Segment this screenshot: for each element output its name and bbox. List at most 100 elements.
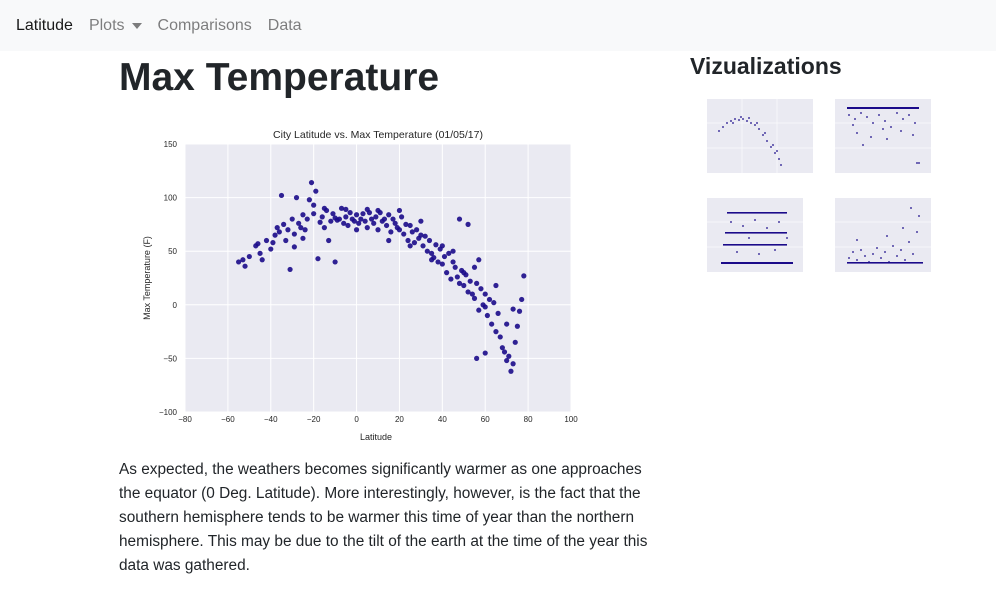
data-point [246, 253, 252, 260]
data-point [403, 221, 409, 227]
data-point [383, 222, 390, 229]
data-point [465, 221, 471, 227]
data-point [448, 276, 454, 282]
data-point [454, 274, 460, 280]
data-point [285, 227, 291, 233]
data-point [469, 291, 475, 297]
data-point [426, 237, 433, 244]
x-tick-label: −80 [178, 415, 192, 424]
data-point [467, 278, 473, 284]
description-paragraph: As expected, the weathers becomes signif… [119, 461, 648, 574]
data-point [484, 312, 490, 319]
x-tick-label: 100 [564, 415, 578, 424]
data-point [461, 282, 467, 289]
data-point [521, 273, 527, 279]
data-point [446, 250, 452, 256]
data-point [287, 266, 293, 273]
data-point [474, 355, 480, 361]
y-tick-label: 150 [164, 140, 178, 149]
data-point [332, 215, 338, 221]
data-point [255, 241, 261, 247]
data-point [439, 261, 445, 267]
data-point [390, 216, 396, 222]
data-point [433, 242, 439, 248]
data-point [493, 282, 499, 289]
data-point [328, 218, 334, 224]
thumbnail-humidity[interactable] [827, 93, 947, 185]
data-point [495, 310, 501, 316]
y-tick-label: 0 [173, 301, 178, 310]
data-point [257, 250, 263, 256]
axis-ticks: −80 −60 −40 −20 0 20 40 60 80 100 −100 −50 0 50 100 150 [159, 140, 578, 424]
data-point [291, 231, 297, 237]
data-point [364, 206, 370, 212]
nav-brand-latitude[interactable]: Latitude [16, 16, 73, 34]
data-point [347, 210, 353, 216]
thumbnail-max-temperature[interactable] [697, 93, 817, 185]
data-point [441, 253, 448, 260]
data-point [381, 216, 388, 222]
data-point [343, 214, 349, 220]
data-point [373, 214, 379, 220]
data-point [345, 222, 351, 229]
nav-item-data[interactable]: Data [267, 16, 302, 34]
data-point [420, 243, 426, 249]
data-point [418, 232, 424, 238]
x-axis-label: Latitude [360, 432, 392, 442]
data-point [519, 296, 525, 303]
nav-item-plots-dropdown[interactable]: Plots [89, 17, 142, 35]
data-point [276, 229, 282, 235]
data-point [493, 329, 499, 335]
data-point [418, 218, 424, 224]
data-point [330, 211, 336, 217]
data-point [409, 229, 415, 235]
data-point [368, 216, 375, 222]
data-point [411, 240, 418, 246]
data-point [272, 232, 278, 238]
data-point [407, 243, 413, 249]
data-point [398, 214, 405, 220]
data-point [461, 270, 467, 276]
data-point [386, 237, 392, 244]
data-point [263, 237, 270, 244]
thumbnail-cloudiness[interactable] [697, 192, 817, 284]
data-point [364, 225, 370, 231]
data-points [236, 179, 527, 374]
data-point [478, 286, 484, 292]
data-point [471, 295, 478, 301]
data-point [444, 270, 450, 276]
data-point [424, 248, 430, 254]
data-point [300, 212, 306, 218]
data-point [386, 212, 392, 218]
data-point [401, 231, 407, 237]
data-point [353, 227, 360, 233]
page-title: Max Temperature [119, 56, 440, 99]
data-point [274, 225, 280, 231]
data-point [313, 188, 319, 194]
data-point [501, 349, 508, 355]
thumbnail-wind-speed[interactable] [827, 192, 947, 284]
data-point [474, 280, 480, 286]
chevron-down-icon [131, 22, 142, 29]
data-point [510, 361, 516, 367]
data-point [291, 244, 297, 250]
data-point [293, 195, 300, 201]
data-point [491, 300, 497, 306]
nav-item-comparisons[interactable]: Comparisons [157, 16, 252, 34]
data-point [356, 220, 362, 226]
data-point [396, 227, 403, 233]
data-point [240, 257, 246, 263]
data-point [268, 246, 274, 252]
data-point [351, 218, 358, 224]
x-tick-label: 60 [481, 415, 490, 424]
data-point [296, 220, 302, 226]
data-point [499, 345, 505, 351]
data-point [429, 257, 435, 263]
data-point [270, 240, 276, 246]
y-tick-label: −100 [159, 408, 178, 417]
data-point [450, 259, 456, 265]
data-point [375, 227, 381, 233]
data-point [456, 216, 463, 222]
data-point [259, 257, 265, 263]
data-point [302, 227, 308, 233]
